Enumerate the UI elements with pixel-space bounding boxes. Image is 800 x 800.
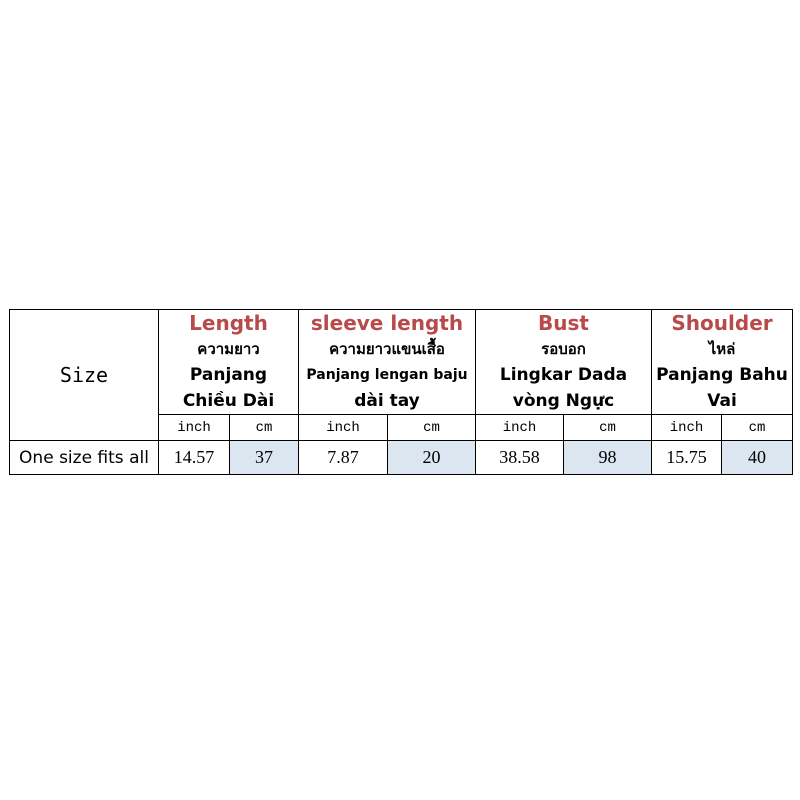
bust-header: Bust รอบอก Lingkar Dada vòng Ngực xyxy=(474,309,653,415)
header-vi: vòng Ngực xyxy=(512,391,615,411)
header-en: Bust xyxy=(538,311,589,335)
header-vi: Chiều Dài xyxy=(182,391,275,411)
unit-inch: inch xyxy=(651,414,723,441)
size-chart-table: Size Length ความยาว Panjang Chiều Dài sl… xyxy=(9,309,794,475)
value-cell: 15.75 xyxy=(651,440,723,475)
value-cell: 98 xyxy=(562,440,653,475)
header-th: ไหล่ xyxy=(708,340,736,358)
header-ms: Panjang lengan baju xyxy=(306,367,468,383)
sleeve-length-header: sleeve length ความยาวแขนเสื้อ Panjang le… xyxy=(298,309,476,415)
unit-cm: cm xyxy=(229,414,299,441)
value-cell: 37 xyxy=(229,440,299,475)
header-ms: Lingkar Dada xyxy=(499,365,628,385)
length-header: Length ความยาว Panjang Chiều Dài xyxy=(158,309,299,415)
table-row: One size fits all 14.57 37 7.87 20 38.58… xyxy=(9,440,794,475)
unit-row: inch cm inch cm inch cm inch cm xyxy=(10,414,794,441)
unit-cm: cm xyxy=(387,414,476,441)
value-cell: 14.57 xyxy=(158,440,230,475)
unit-inch: inch xyxy=(475,414,564,441)
value-cell: 20 xyxy=(387,440,476,475)
shoulder-header: Shoulder ไหล่ Panjang Bahu Vai xyxy=(651,309,794,415)
header-row: Size Length ความยาว Panjang Chiều Dài sl… xyxy=(9,309,794,441)
header-en: Shoulder xyxy=(671,311,773,335)
header-th: ความยาว xyxy=(197,340,260,358)
unit-cm: cm xyxy=(562,414,653,441)
value-cell: 38.58 xyxy=(475,440,564,475)
header-vi: Vai xyxy=(707,391,737,411)
header-th: รอบอก xyxy=(541,340,586,358)
size-header: Size xyxy=(9,309,159,441)
header-en: Length xyxy=(189,311,268,335)
unit-inch: inch xyxy=(158,414,230,441)
unit-cm: cm xyxy=(721,414,794,441)
row-label: One size fits all xyxy=(9,440,159,475)
value-cell: 40 xyxy=(721,440,794,475)
header-th: ความยาวแขนเสื้อ xyxy=(329,340,445,358)
header-en: sleeve length xyxy=(310,311,464,335)
header-vi: dài tay xyxy=(354,391,420,411)
header-ms: Panjang Bahu xyxy=(656,365,788,385)
unit-inch: inch xyxy=(298,414,388,441)
value-cell: 7.87 xyxy=(298,440,388,475)
header-ms: Panjang xyxy=(189,365,268,385)
